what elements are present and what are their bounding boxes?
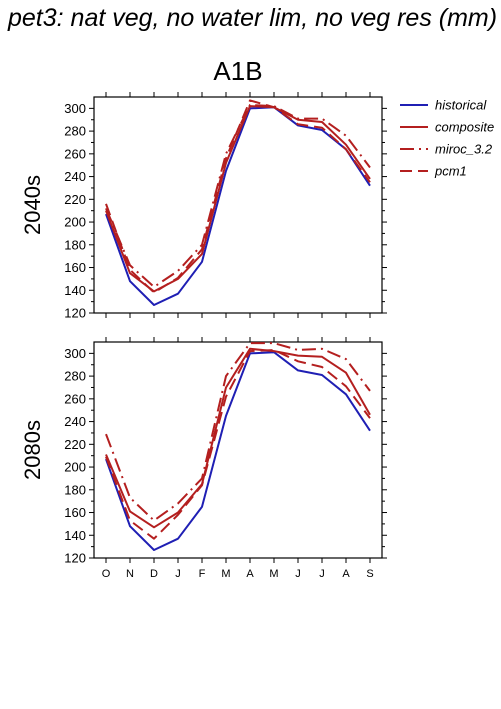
y-tick-label: 260	[64, 146, 86, 161]
series-line-miroc-3-2	[105, 342, 371, 522]
legend-label: composite	[435, 120, 494, 135]
x-tick-label: S	[366, 568, 373, 580]
y-tick-label: 200	[64, 460, 86, 475]
x-tick-label: F	[199, 568, 206, 580]
plot-frame	[93, 341, 383, 559]
x-tick-label: D	[150, 568, 158, 580]
series-line-historical	[105, 106, 371, 306]
legend-item: historical	[400, 98, 487, 113]
y-tick-label: 260	[64, 391, 86, 406]
x-tick-label: O	[102, 568, 111, 580]
legend: historical composite miroc_3.2 pcm1	[400, 98, 494, 179]
x-tick-label: A	[342, 568, 350, 580]
y-tick-label: 140	[64, 528, 86, 543]
panels: 120 140 160 180 200 220 240 260 280 300 2040s 120 14…	[20, 92, 387, 580]
panel-label: 2080s	[20, 420, 45, 480]
x-tick-label: N	[126, 568, 134, 580]
x-tick-label: J	[319, 568, 325, 580]
y-tick-label: 120	[64, 306, 86, 321]
series-line-composite	[105, 347, 371, 529]
x-tick-label: M	[221, 568, 230, 580]
x-tick-label: J	[175, 568, 181, 580]
legend-item: miroc_3.2	[400, 142, 493, 157]
legend-label: pcm1	[434, 164, 467, 179]
page-title: pet3: nat veg, no water lim, no veg res …	[8, 4, 498, 32]
y-tick-label: 180	[64, 482, 86, 497]
y-tick-label: 140	[64, 283, 86, 298]
panel-2040s: 120 140 160 180 200 220 240 260 280 300 2040s	[20, 92, 387, 321]
y-tick-label: 300	[64, 101, 86, 116]
legend-label: historical	[435, 98, 487, 113]
legend-item: pcm1	[400, 164, 467, 179]
panel-label: 2040s	[20, 175, 45, 235]
y-tick-label: 220	[64, 192, 86, 207]
y-tick-label: 280	[64, 369, 86, 384]
y-tick-label: 160	[64, 260, 86, 275]
series-line-composite	[105, 105, 371, 293]
series-line-historical	[105, 351, 371, 551]
y-tick-label: 300	[64, 346, 86, 361]
y-tick-label: 240	[64, 414, 86, 429]
y-tick-label: 240	[64, 169, 86, 184]
x-tick-label: J	[295, 568, 301, 580]
y-tick-label: 160	[64, 505, 86, 520]
plot-frame	[93, 96, 383, 314]
y-tick-label: 280	[64, 124, 86, 139]
legend-label: miroc_3.2	[435, 142, 493, 157]
y-tick-label: 220	[64, 437, 86, 452]
x-tick-label: A	[246, 568, 254, 580]
y-tick-label: 120	[64, 551, 86, 566]
series-line-pcm1	[105, 99, 371, 294]
panel-2080s: 120 140 160 180 200 220 240 260 280 300 O N D J F M A M J J…	[20, 337, 387, 580]
series-line-pcm1	[105, 349, 371, 540]
y-tick-label: 200	[64, 215, 86, 230]
x-tick-label: M	[269, 568, 278, 580]
y-tick-label: 180	[64, 237, 86, 252]
legend-item: composite	[400, 120, 494, 135]
scenario-label: A1B	[213, 56, 262, 86]
